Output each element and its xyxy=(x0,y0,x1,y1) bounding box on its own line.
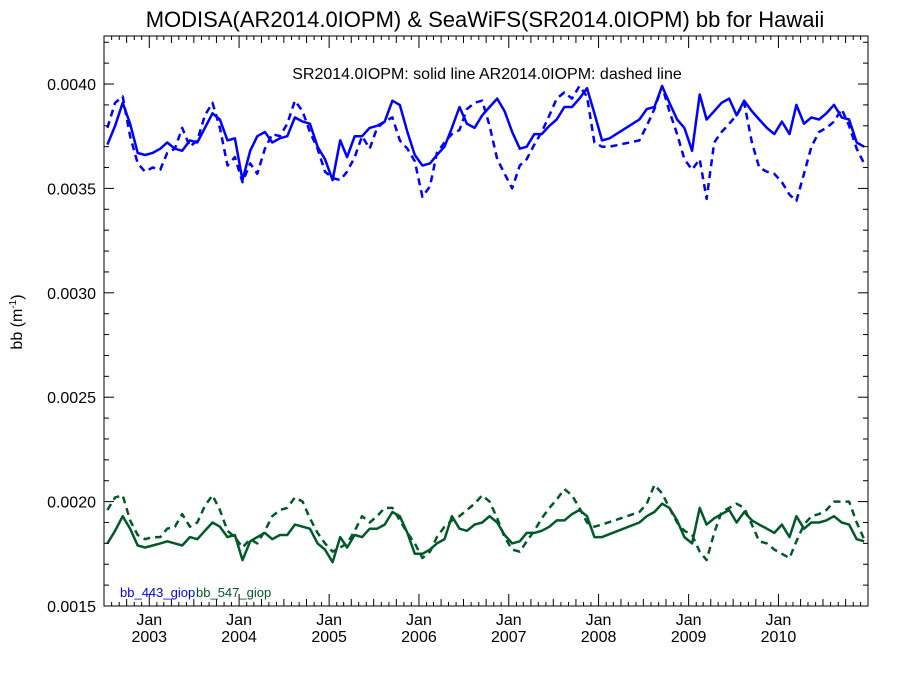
x-tick-label-year: 2007 xyxy=(491,629,527,646)
chart-title: MODISA(AR2014.0IOPM) & SeaWiFS(SR2014.0I… xyxy=(146,7,825,32)
legend-entry-0: bb_443_giop xyxy=(120,585,195,600)
x-tick-label-month: Jan xyxy=(406,612,432,629)
x-tick-label-month: Jan xyxy=(226,612,252,629)
y-tick-label: 0.0040 xyxy=(47,77,96,94)
x-tick-label-year: 2009 xyxy=(671,629,707,646)
y-tick-label: 0.0015 xyxy=(47,599,96,616)
legend-entry-1: bb_547_giop xyxy=(196,585,271,600)
x-tick-label-year: 2004 xyxy=(221,629,257,646)
x-tick-label-month: Jan xyxy=(496,612,522,629)
legend: bb_443_giop bb_547_giop xyxy=(120,585,271,600)
series-line-2 xyxy=(106,502,865,564)
x-tick-label-year: 2008 xyxy=(581,629,617,646)
series-line-1 xyxy=(106,84,866,203)
y-tick-label: 0.0030 xyxy=(47,286,96,303)
plot-lines xyxy=(106,84,866,564)
y-tick-label: 0.0020 xyxy=(47,495,96,512)
y-axis-label-exponent: -1 xyxy=(8,299,19,308)
x-tick-label-month: Jan xyxy=(316,612,342,629)
series-line-0 xyxy=(106,84,865,182)
x-tick-labels: Jan2003Jan2004Jan2005Jan2006Jan2007Jan20… xyxy=(131,612,796,646)
y-tick-labels: 0.0015 0.0020 0.0025 0.0030 0.0035 0.0040 xyxy=(47,77,96,616)
x-tick-label-year: 2006 xyxy=(401,629,437,646)
axis-ticks xyxy=(103,36,868,607)
series-line-3 xyxy=(106,483,866,562)
plot-frame xyxy=(103,35,869,607)
x-tick-label-year: 2010 xyxy=(761,629,797,646)
x-tick-label-year: 2003 xyxy=(131,629,167,646)
y-axis-label: bb (m-1) xyxy=(8,294,26,349)
y-axis-label-text: bb (m xyxy=(9,309,26,350)
y-tick-label: 0.0025 xyxy=(47,390,96,407)
x-tick-label-month: Jan xyxy=(676,612,702,629)
x-tick-label-month: Jan xyxy=(586,612,612,629)
y-tick-label: 0.0035 xyxy=(47,181,96,198)
x-tick-label-year: 2005 xyxy=(311,629,347,646)
x-tick-label-month: Jan xyxy=(136,612,162,629)
y-axis-label-close: ) xyxy=(9,294,26,299)
line-style-annotation: SR2014.0IOPM: solid line AR2014.0IOPM: d… xyxy=(292,66,682,83)
x-tick-label-month: Jan xyxy=(766,612,792,629)
